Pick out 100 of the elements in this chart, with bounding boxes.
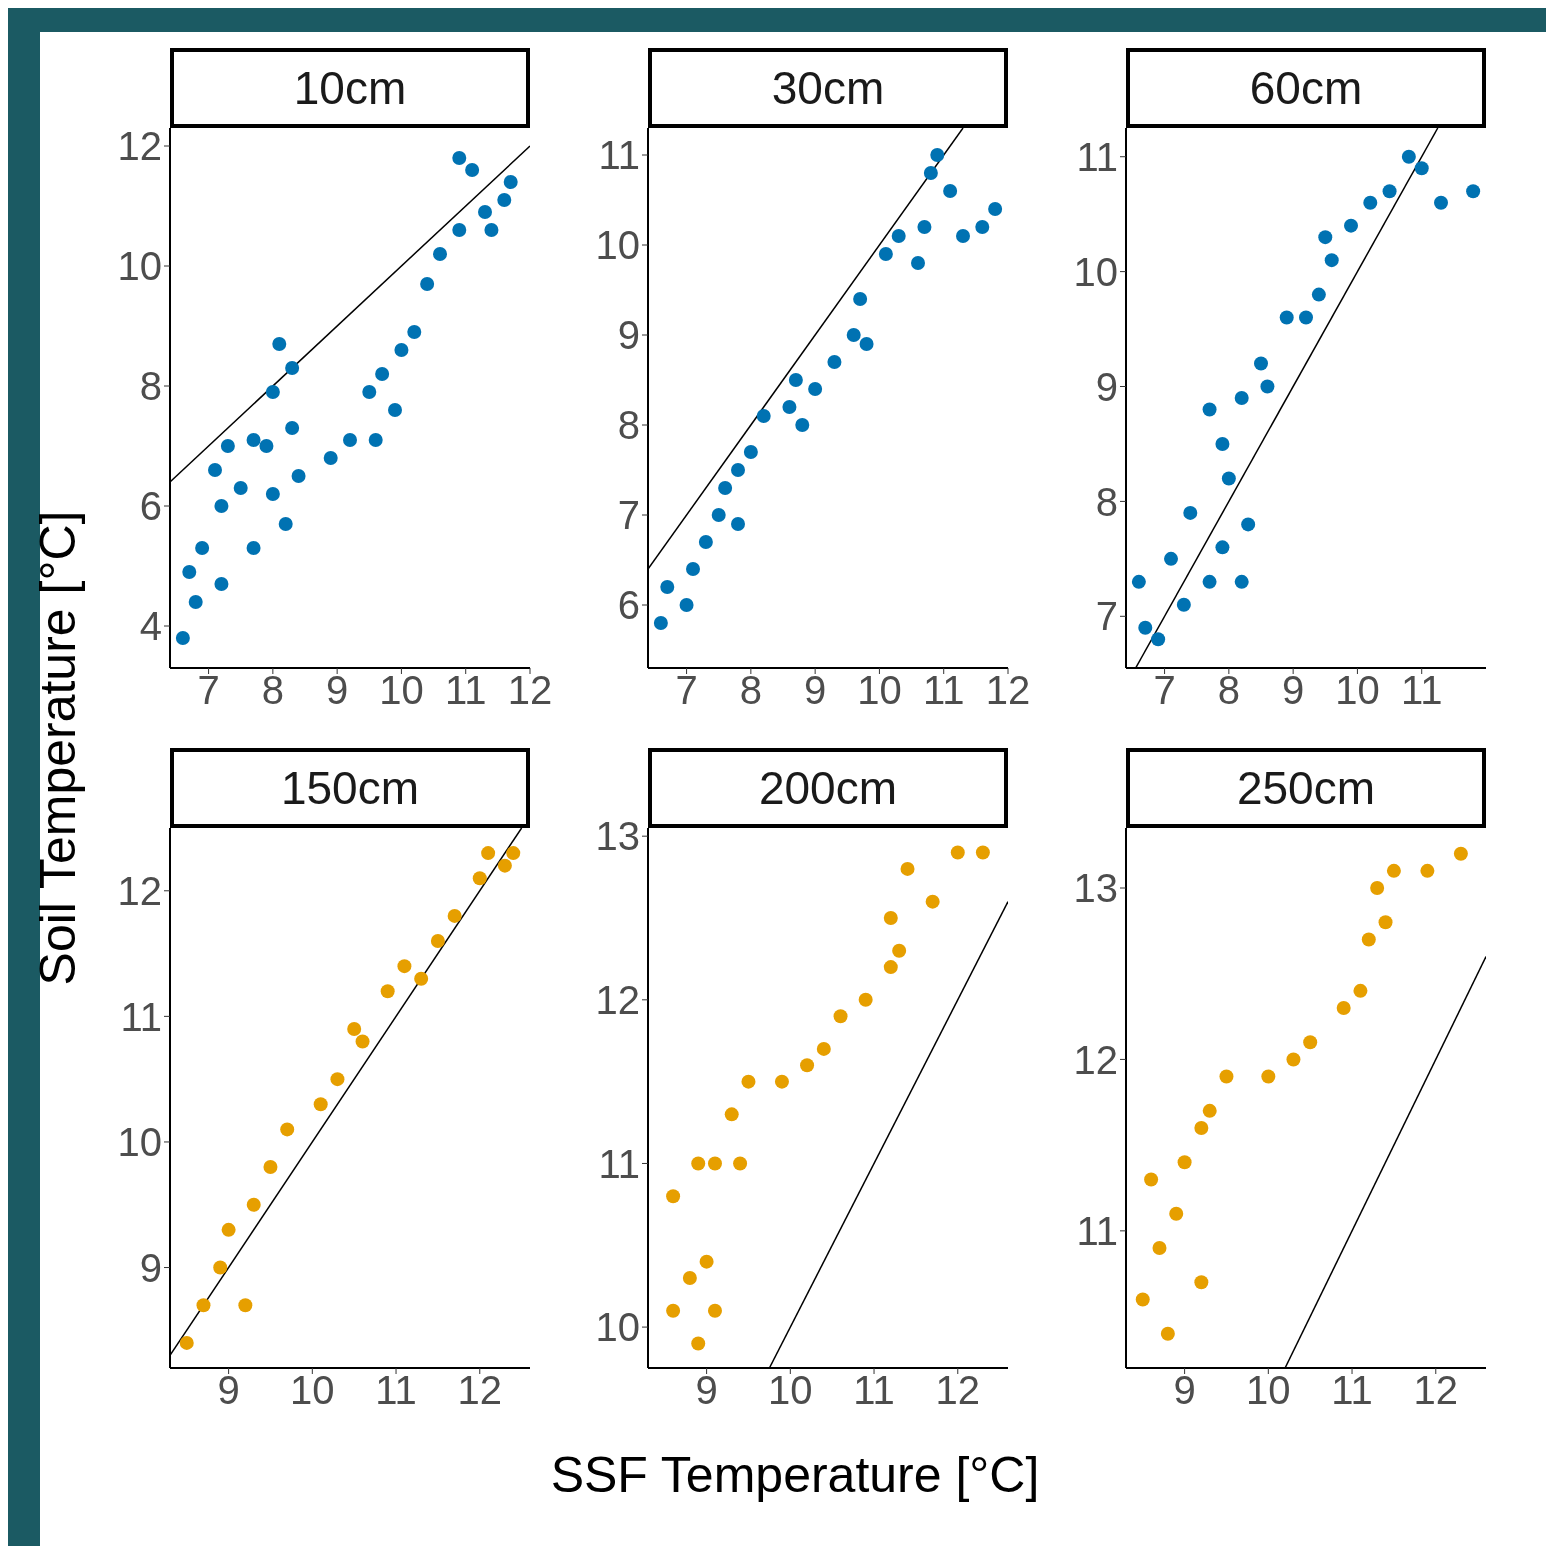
point bbox=[731, 517, 745, 531]
point bbox=[214, 577, 229, 591]
point bbox=[1336, 1001, 1351, 1015]
point bbox=[484, 223, 499, 237]
point bbox=[1420, 863, 1435, 878]
point bbox=[1194, 1275, 1209, 1290]
point bbox=[724, 1107, 739, 1122]
point bbox=[698, 535, 713, 549]
point bbox=[481, 846, 496, 861]
point bbox=[774, 1074, 789, 1089]
point bbox=[323, 451, 338, 465]
point bbox=[313, 1097, 328, 1112]
point bbox=[1378, 915, 1393, 930]
point bbox=[718, 481, 733, 495]
y-tick-label: 10 bbox=[1073, 249, 1118, 294]
x-tick-label: 10 bbox=[1246, 1368, 1291, 1413]
point bbox=[883, 911, 898, 925]
point bbox=[900, 861, 915, 876]
point bbox=[1219, 1069, 1234, 1084]
point bbox=[503, 175, 518, 189]
point bbox=[195, 541, 210, 555]
y-tick-label: 7 bbox=[1095, 594, 1118, 639]
y-tick-label: 10 bbox=[117, 1120, 162, 1165]
y-tick-label: 12 bbox=[595, 978, 640, 1023]
point bbox=[858, 992, 873, 1007]
point bbox=[711, 508, 726, 522]
x-tick-label: 10 bbox=[857, 668, 902, 713]
y-tick-label: 11 bbox=[1076, 1209, 1118, 1254]
point bbox=[368, 433, 383, 447]
y-tick-label: 12 bbox=[1073, 1037, 1118, 1082]
point bbox=[246, 433, 261, 447]
point bbox=[1434, 195, 1448, 210]
point bbox=[859, 337, 874, 351]
point bbox=[452, 223, 467, 237]
point bbox=[497, 193, 512, 207]
point bbox=[1401, 149, 1416, 164]
x-tick-label: 8 bbox=[1217, 668, 1240, 713]
point bbox=[263, 1160, 278, 1175]
point bbox=[394, 343, 409, 357]
point bbox=[686, 562, 700, 576]
point bbox=[911, 256, 925, 270]
point bbox=[666, 1189, 681, 1204]
y-tick-label: 10 bbox=[595, 1305, 640, 1350]
point bbox=[1202, 402, 1217, 417]
point bbox=[1382, 184, 1397, 199]
y-axis-title: Soil Temperature [°C] bbox=[29, 510, 87, 986]
chart-title: 30cm bbox=[648, 48, 1008, 128]
x-tick-label: 10 bbox=[290, 1368, 335, 1413]
chart-title: 250cm bbox=[1126, 748, 1486, 828]
point bbox=[388, 403, 402, 417]
point bbox=[238, 1298, 253, 1313]
x-tick-label: 12 bbox=[507, 668, 553, 713]
x-tick-label: 12 bbox=[457, 1368, 503, 1413]
point bbox=[1234, 391, 1249, 405]
point bbox=[1138, 620, 1153, 635]
point bbox=[1160, 1326, 1175, 1341]
point bbox=[233, 481, 248, 495]
y-tick-label: 12 bbox=[117, 124, 162, 169]
x-tick-label: 7 bbox=[197, 668, 220, 713]
y-tick-label: 11 bbox=[1076, 134, 1118, 179]
point bbox=[1164, 551, 1178, 566]
chart-title: 200cm bbox=[648, 748, 1008, 828]
point bbox=[1279, 310, 1294, 325]
point bbox=[930, 148, 945, 162]
point bbox=[691, 1336, 706, 1351]
point bbox=[221, 1222, 236, 1237]
point bbox=[213, 1260, 228, 1275]
point bbox=[506, 846, 521, 861]
y-tick-label: 13 bbox=[595, 814, 640, 859]
point bbox=[1169, 1206, 1184, 1221]
y-tick-label: 12 bbox=[117, 868, 162, 913]
point bbox=[175, 631, 190, 645]
chart-title: 60cm bbox=[1126, 48, 1486, 128]
point bbox=[1221, 471, 1236, 486]
y-tick-label: 10 bbox=[117, 244, 162, 289]
point bbox=[285, 361, 300, 375]
point bbox=[1311, 287, 1326, 302]
point bbox=[943, 184, 958, 198]
point bbox=[452, 151, 467, 165]
point bbox=[1344, 218, 1358, 233]
point bbox=[699, 1254, 714, 1269]
point bbox=[925, 894, 940, 909]
point bbox=[1176, 597, 1191, 612]
point bbox=[795, 418, 810, 432]
point bbox=[278, 517, 293, 531]
point bbox=[682, 1271, 697, 1285]
x-tick-label: 10 bbox=[1335, 668, 1380, 713]
point bbox=[1386, 863, 1401, 878]
point bbox=[330, 1072, 345, 1087]
point bbox=[975, 845, 990, 860]
x-tick-label: 11 bbox=[444, 668, 487, 713]
point bbox=[362, 385, 377, 399]
y-tick-label: 8 bbox=[617, 403, 640, 448]
point bbox=[343, 433, 357, 447]
point bbox=[1361, 932, 1376, 947]
y-tick-label: 11 bbox=[598, 1141, 640, 1186]
point bbox=[414, 971, 429, 986]
y-tick-label: 7 bbox=[617, 493, 640, 538]
point bbox=[1177, 1155, 1192, 1170]
x-tick-label: 11 bbox=[853, 1368, 895, 1413]
